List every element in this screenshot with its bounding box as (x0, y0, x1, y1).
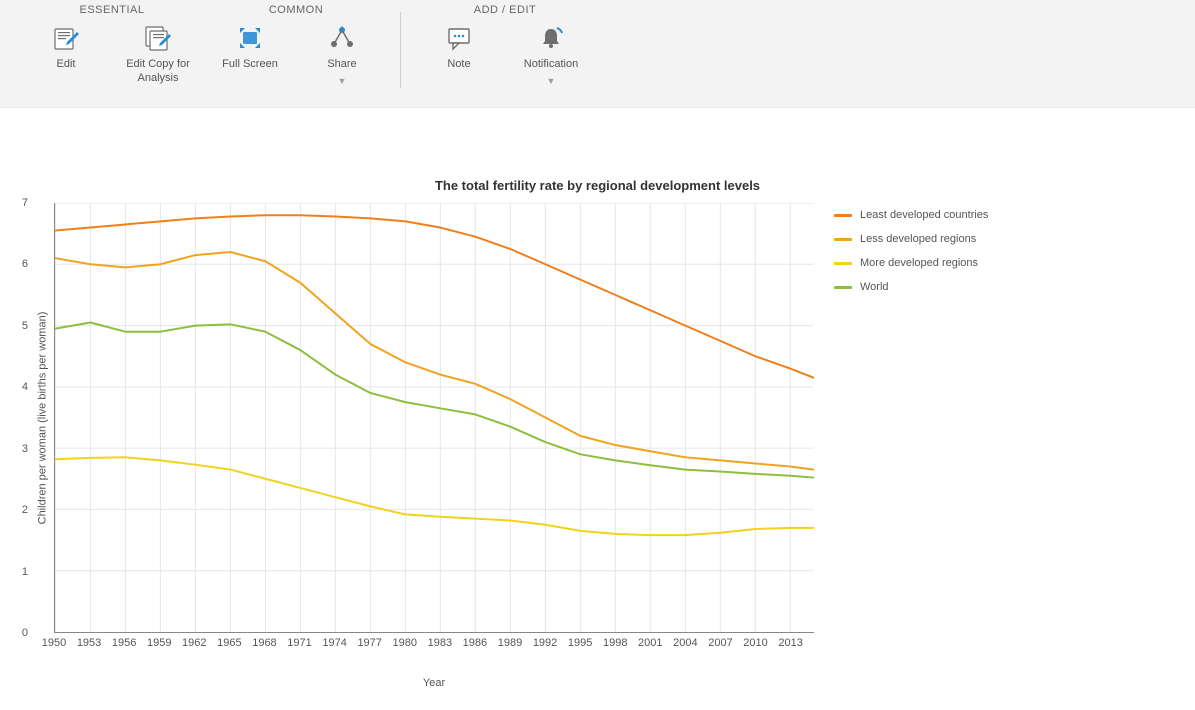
toolbar-separator (400, 12, 401, 88)
y-tick-label: 1 (22, 566, 28, 578)
x-tick-label: 1971 (286, 637, 314, 649)
edit-copy-button[interactable]: Edit Copy for Analysis (122, 22, 194, 86)
toolbar-group: COMMON Full Screen Share ▼ (204, 0, 388, 86)
legend-label: More developed regions (860, 257, 978, 269)
legend-swatch (834, 238, 852, 241)
legend-label: Less developed regions (860, 233, 976, 245)
toolbar-item-label: Full Screen (222, 58, 278, 72)
y-tick-label: 5 (22, 320, 28, 332)
x-tick-label: 1962 (180, 637, 208, 649)
legend-item[interactable]: World (834, 281, 988, 293)
x-tick-label: 2001 (636, 637, 664, 649)
toolbar-item-label: Share (327, 58, 356, 72)
notification-button[interactable]: Notification ▼ (515, 22, 587, 86)
y-tick-label: 0 (22, 627, 28, 639)
plot-area: 01234567 (54, 203, 814, 633)
y-tick-label: 7 (22, 197, 28, 209)
toolbar-item-label: Edit Copy for Analysis (122, 58, 194, 86)
x-tick-label: 1959 (145, 637, 173, 649)
y-tick-label: 2 (22, 504, 28, 516)
x-tick-label: 1980 (391, 637, 419, 649)
toolbar-item-label: Note (447, 58, 470, 72)
note-button[interactable]: Note (423, 22, 495, 86)
chevron-down-icon: ▼ (547, 76, 556, 86)
plot-column: 01234567 1950195319561959196219651968197… (54, 203, 814, 689)
toolbar: ESSENTIAL Edit Edit Copy for Analysis COMMO… (0, 0, 1195, 108)
legend-swatch (834, 286, 852, 289)
share-button[interactable]: Share ▼ (306, 22, 378, 86)
x-tick-label: 2007 (706, 637, 734, 649)
legend: Least developed countries Less developed … (834, 203, 988, 305)
toolbar-group-header: ADD / EDIT (474, 4, 536, 16)
x-tick-label: 1965 (215, 637, 243, 649)
note-icon (443, 22, 475, 54)
edit-button[interactable]: Edit (30, 22, 102, 86)
toolbar-group-header: ESSENTIAL (79, 4, 144, 16)
y-axis-label: Children per woman (live births per woma… (36, 312, 48, 525)
x-tick-label: 1998 (601, 637, 629, 649)
x-tick-label: 1992 (531, 637, 559, 649)
series-line (55, 215, 813, 377)
chart-container: The total fertility rate by regional dev… (0, 108, 1195, 699)
x-tick-label: 1989 (496, 637, 524, 649)
x-tick-label: 1977 (356, 637, 384, 649)
y-axis-label-wrap: Children per woman (live births per woma… (30, 203, 54, 633)
x-tick-label: 1986 (461, 637, 489, 649)
share-icon (326, 22, 358, 54)
y-tick-label: 4 (22, 381, 28, 393)
edit-icon (50, 22, 82, 54)
series-line (55, 252, 813, 470)
y-tick-label: 3 (22, 443, 28, 455)
full-screen-icon (234, 22, 266, 54)
line-chart-svg (54, 203, 814, 633)
toolbar-group: ADD / EDIT Note Notification ▼ (413, 0, 597, 86)
x-tick-label: 1950 (40, 637, 68, 649)
series-line (55, 457, 813, 535)
legend-label: World (860, 281, 889, 293)
toolbar-item-label: Notification (524, 58, 578, 72)
x-tick-label: 2004 (671, 637, 699, 649)
toolbar-group: ESSENTIAL Edit Edit Copy for Analysis (20, 0, 204, 86)
notification-icon (535, 22, 567, 54)
x-tick-label: 1995 (566, 637, 594, 649)
full-screen-button[interactable]: Full Screen (214, 22, 286, 86)
x-axis-label: Year (54, 677, 814, 689)
legend-item[interactable]: Least developed countries (834, 209, 988, 221)
x-tick-label: 1974 (321, 637, 349, 649)
x-tick-label: 2013 (777, 637, 805, 649)
legend-label: Least developed countries (860, 209, 988, 221)
x-axis: 1950195319561959196219651968197119741977… (54, 637, 814, 653)
legend-item[interactable]: Less developed regions (834, 233, 988, 245)
x-tick-label: 2010 (742, 637, 770, 649)
legend-swatch (834, 214, 852, 217)
toolbar-item-label: Edit (57, 58, 76, 72)
x-tick-label: 1983 (426, 637, 454, 649)
legend-swatch (834, 262, 852, 265)
legend-item[interactable]: More developed regions (834, 257, 988, 269)
x-tick-label: 1968 (250, 637, 278, 649)
y-tick-label: 6 (22, 258, 28, 270)
series-line (55, 323, 813, 478)
x-tick-label: 1953 (75, 637, 103, 649)
chevron-down-icon: ▼ (338, 76, 347, 86)
chart-title: The total fertility rate by regional dev… (30, 178, 1165, 193)
x-tick-label: 1956 (110, 637, 138, 649)
toolbar-group-header: COMMON (269, 4, 323, 16)
edit-copy-icon (142, 22, 174, 54)
